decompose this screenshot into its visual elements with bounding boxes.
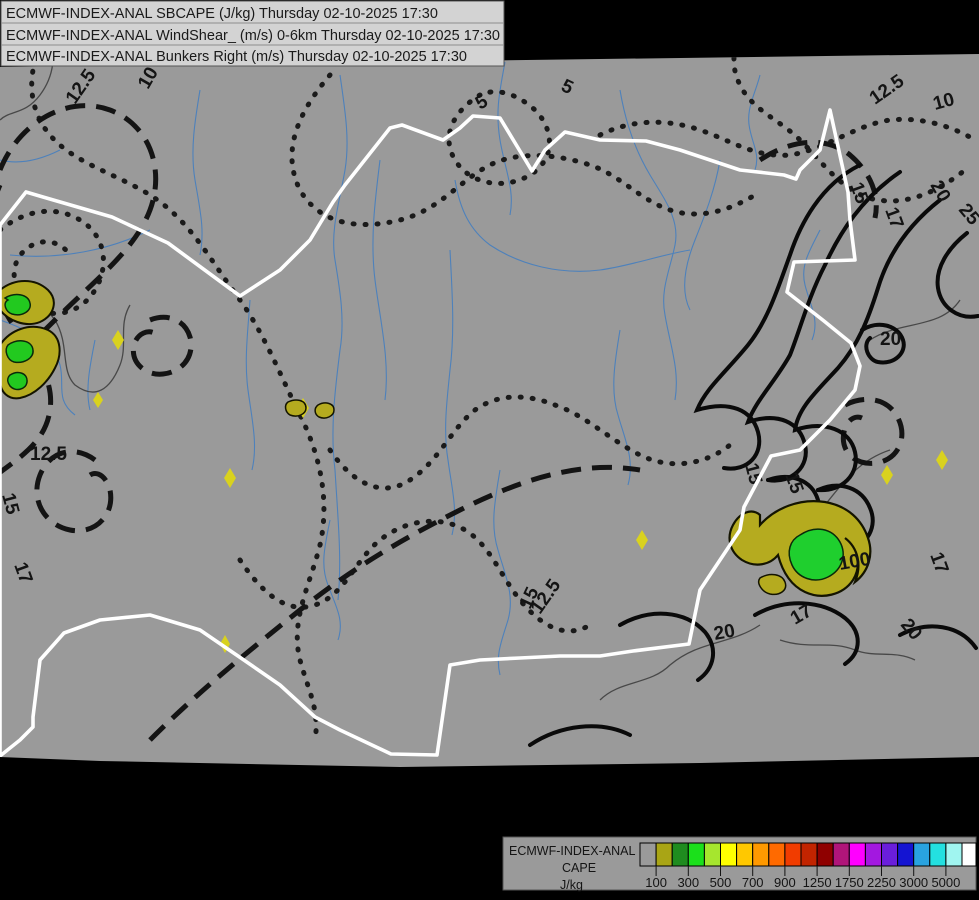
svg-text:J/kg: J/kg bbox=[560, 878, 583, 892]
svg-text:ECMWF-INDEX-ANAL WindShear_ (m: ECMWF-INDEX-ANAL WindShear_ (m/s) 0-6km … bbox=[6, 28, 500, 44]
svg-text:5000: 5000 bbox=[931, 875, 960, 890]
svg-text:100: 100 bbox=[645, 875, 667, 890]
svg-text:3000: 3000 bbox=[899, 875, 928, 890]
svg-text:2250: 2250 bbox=[867, 875, 896, 890]
svg-text:CAPE: CAPE bbox=[562, 861, 596, 875]
svg-text:300: 300 bbox=[677, 875, 699, 890]
svg-text:700: 700 bbox=[742, 875, 764, 890]
svg-text:20: 20 bbox=[880, 329, 901, 350]
svg-text:ECMWF-INDEX-ANAL Bunkers Right: ECMWF-INDEX-ANAL Bunkers Right (m/s) Thu… bbox=[6, 49, 467, 65]
svg-text:900: 900 bbox=[774, 875, 796, 890]
svg-text:ECMWF-INDEX-ANAL: ECMWF-INDEX-ANAL bbox=[509, 844, 635, 858]
svg-text:500: 500 bbox=[710, 875, 732, 890]
svg-text:20: 20 bbox=[712, 621, 736, 645]
svg-text:12.5: 12.5 bbox=[30, 444, 67, 465]
svg-text:1750: 1750 bbox=[835, 875, 864, 890]
svg-text:ECMWF-INDEX-ANAL SBCAPE (J/kg): ECMWF-INDEX-ANAL SBCAPE (J/kg) Thursday … bbox=[6, 6, 438, 22]
svg-text:1250: 1250 bbox=[803, 875, 832, 890]
